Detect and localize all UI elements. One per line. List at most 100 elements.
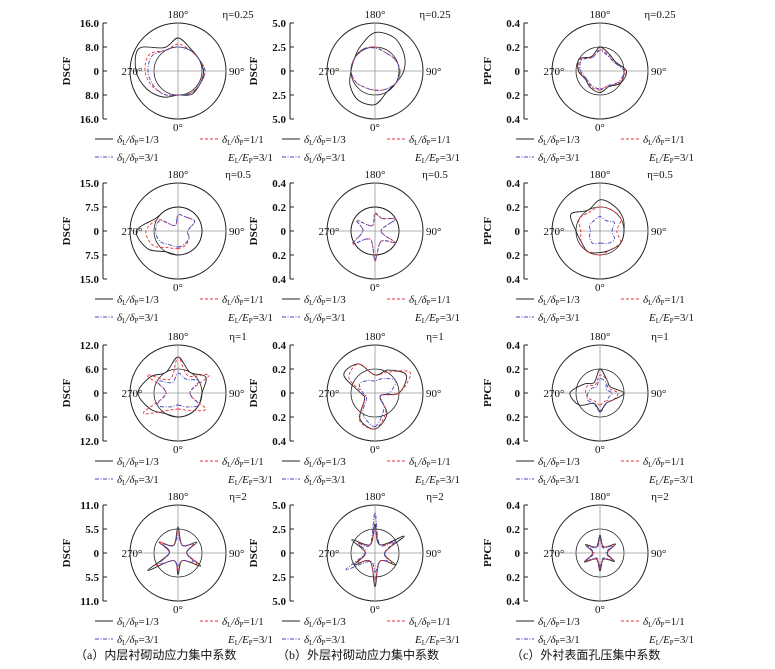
series-line-2 xyxy=(142,356,210,415)
angle-label-270: 270° xyxy=(319,66,340,78)
eta-label: η=1 xyxy=(426,331,443,343)
y-axis-label: DSCF xyxy=(61,216,73,245)
tick-label: 16.0 xyxy=(80,114,100,126)
legend-label: δL/δP=3/1 xyxy=(304,634,346,647)
polar-panel-b-row4: 5.0 2.5 0 2.5 5.0 DSCF 180° 90° 0° 270° η=2 δL/δP=1… xyxy=(248,491,460,647)
tick-label: 5.0 xyxy=(272,114,286,126)
legend-label: δL/δP=1/1 xyxy=(643,456,685,469)
polar-panel-c-row2: 0.4 0.2 0 0.2 0.4 PPCF 180° 90° 0° 270° η=0.5 δL/δP… xyxy=(482,169,694,325)
legend-item-3: δL/δP=3/1 xyxy=(282,152,346,165)
series-line-3 xyxy=(352,213,396,261)
angle-label-0: 0° xyxy=(595,444,605,456)
series-line-1 xyxy=(134,37,204,98)
angle-label-90: 90° xyxy=(229,388,244,400)
legend-label: EL/EP=3/1 xyxy=(227,474,273,487)
legend-label: δL/δP=1/3 xyxy=(117,294,159,307)
legend-label: EL/EP=3/1 xyxy=(648,152,694,165)
tick-label: 0 xyxy=(94,226,100,238)
legend-item-2: δL/δP=1/1 xyxy=(387,456,451,469)
legend-item-3: δL/δP=3/1 xyxy=(516,634,580,647)
legend-item-2: δL/δP=1/1 xyxy=(200,134,264,147)
eta-label: η=0.25 xyxy=(222,9,254,21)
tick-label: 0 xyxy=(281,66,287,78)
tick-label: 0.4 xyxy=(506,178,520,190)
tick-label: 0 xyxy=(281,226,287,238)
eta-label: η=2 xyxy=(229,491,246,503)
tick-label: 15.0 xyxy=(80,178,100,190)
legend-item-1: δL/δP=1/3 xyxy=(516,456,580,469)
tick-label: 8.0 xyxy=(85,42,99,54)
legend-label: δL/δP=3/1 xyxy=(304,474,346,487)
legend-label: EL/EP=3/1 xyxy=(648,312,694,325)
legend-label: δL/δP=1/3 xyxy=(538,134,580,147)
tick-label: 0.2 xyxy=(272,412,286,424)
legend-item-4: EL/EP=3/1 xyxy=(227,634,273,647)
eta-label: η=2 xyxy=(651,491,668,503)
legend-item-4: EL/EP=3/1 xyxy=(414,634,460,647)
legend-label: δL/δP=1/3 xyxy=(304,616,346,629)
angle-label-270: 270° xyxy=(122,226,143,238)
legend-item-4: EL/EP=3/1 xyxy=(227,474,273,487)
angle-label-0: 0° xyxy=(595,604,605,616)
angle-label-180: 180° xyxy=(590,331,611,343)
legend-label: δL/δP=3/1 xyxy=(117,312,159,325)
legend-item-4: EL/EP=3/1 xyxy=(227,152,273,165)
polar-panel-b-row2: 0.4 0.2 0 0.2 0.4 DSCF 180° 90° 0° 270° η=0.5 δL/δP… xyxy=(248,169,460,325)
tick-label: 0.4 xyxy=(272,340,286,352)
tick-label: 16.0 xyxy=(80,18,100,30)
legend-item-1: δL/δP=1/3 xyxy=(95,294,159,307)
legend-label: δL/δP=3/1 xyxy=(538,634,580,647)
polar-panel-b-row3: 0.4 0.2 0 0.2 0.4 DSCF 180° 90° 0° 270° η=1 δL/δP=1… xyxy=(248,331,460,487)
tick-label: 0.2 xyxy=(506,42,520,54)
series-line-3 xyxy=(587,538,613,568)
tick-label: 5.5 xyxy=(85,524,99,536)
tick-label: 0 xyxy=(515,226,521,238)
eta-label: η=0.5 xyxy=(422,169,448,181)
tick-label: 0.4 xyxy=(506,274,520,286)
angle-label-90: 90° xyxy=(426,226,441,238)
legend-label: δL/δP=1/3 xyxy=(538,294,580,307)
legend-label: EL/EP=3/1 xyxy=(414,152,460,165)
series-line-3 xyxy=(147,46,206,96)
angle-label-0: 0° xyxy=(173,444,183,456)
y-axis-label: DSCF xyxy=(248,378,260,407)
angle-label-90: 90° xyxy=(426,388,441,400)
y-axis-label: DSCF xyxy=(61,378,73,407)
angle-label-90: 90° xyxy=(426,66,441,78)
series-line-1 xyxy=(569,368,625,412)
legend-item-4: EL/EP=3/1 xyxy=(648,312,694,325)
tick-label: 2.5 xyxy=(272,572,286,584)
y-axis-label: DSCF xyxy=(61,56,73,85)
tick-label: 0 xyxy=(94,548,100,560)
series-line-2 xyxy=(585,374,619,406)
legend-item-3: δL/δP=3/1 xyxy=(282,634,346,647)
angle-label-270: 270° xyxy=(319,548,340,560)
angle-label-90: 90° xyxy=(651,548,666,560)
legend-item-1: δL/δP=1/3 xyxy=(516,294,580,307)
angle-label-270: 270° xyxy=(122,388,143,400)
legend-item-2: δL/δP=1/1 xyxy=(200,616,264,629)
legend-item-1: δL/δP=1/3 xyxy=(95,456,159,469)
legend-item-2: δL/δP=1/1 xyxy=(621,134,685,147)
series-line-1 xyxy=(147,526,202,576)
series-line-3 xyxy=(358,378,397,428)
legend-label: δL/δP=1/3 xyxy=(304,456,346,469)
y-axis-label: DSCF xyxy=(248,538,260,567)
legend-label: δL/δP=3/1 xyxy=(304,152,346,165)
angle-label-0: 0° xyxy=(370,444,380,456)
tick-label: 12.0 xyxy=(80,436,100,448)
angle-label-0: 0° xyxy=(595,122,605,134)
series-line-1 xyxy=(137,356,207,418)
series-line-3 xyxy=(350,47,401,91)
legend-label: δL/δP=1/3 xyxy=(117,616,159,629)
legend-item-4: EL/EP=3/1 xyxy=(648,634,694,647)
series-line-2 xyxy=(351,212,397,262)
angle-label-90: 90° xyxy=(229,66,244,78)
tick-label: 5.0 xyxy=(272,500,286,512)
tick-label: 0.2 xyxy=(272,202,286,214)
tick-label: 0.2 xyxy=(506,364,520,376)
legend-label: EL/EP=3/1 xyxy=(648,474,694,487)
legend-item-4: EL/EP=3/1 xyxy=(414,474,460,487)
legend-label: δL/δP=1/3 xyxy=(538,616,580,629)
series-line-2 xyxy=(357,528,394,581)
